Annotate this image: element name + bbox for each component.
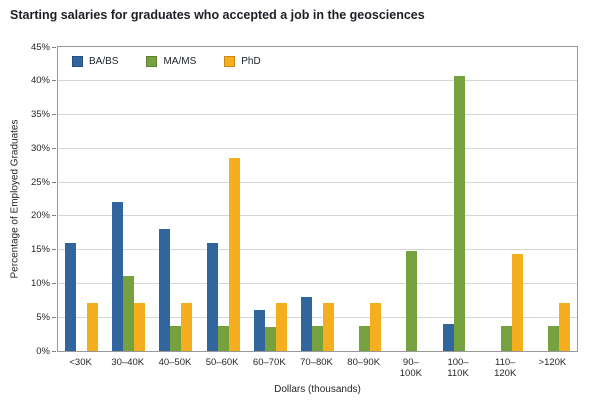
y-tick-label: 25% — [30, 176, 50, 188]
bar-phd-50-60k — [228, 157, 240, 351]
bar-phd-30-40k — [134, 303, 146, 351]
y-tick-mark — [52, 316, 56, 318]
legend-swatch-ba-bs — [72, 56, 83, 67]
x-tick-label: 60–70K — [252, 357, 286, 368]
gridline — [58, 181, 577, 183]
bar-phd-60-70k — [275, 303, 287, 351]
y-tick-label: 45% — [30, 41, 50, 53]
x-axis-title: Dollars (thousands) — [274, 384, 361, 395]
bar-ma-ms-80-90k — [359, 326, 371, 351]
legend-item: MA/MS — [146, 56, 196, 67]
bar-ma-ms-120k — [547, 326, 559, 351]
legend-swatch-ma-ms — [146, 56, 158, 67]
legend: BA/BS MA/MS PhD — [72, 56, 261, 67]
gridline — [58, 282, 577, 284]
gridline — [58, 114, 577, 116]
y-tick-mark — [52, 80, 56, 82]
y-tick-mark — [52, 249, 56, 251]
bar-phd-70-80k — [323, 303, 334, 351]
bar-ma-ms-100-110k — [453, 76, 465, 351]
chart-title: Starting salaries for graduates who acce… — [10, 8, 425, 22]
bar-ba-bs-50-60k — [206, 242, 218, 351]
gridline — [58, 249, 577, 251]
legend-item: PhD — [224, 56, 261, 67]
x-tick-label: <30K — [69, 357, 92, 368]
legend-label: PhD — [241, 56, 261, 67]
gridline — [58, 215, 577, 217]
x-tick-label: 50–60K — [205, 357, 239, 368]
legend-label: MA/MS — [163, 56, 197, 67]
bar-phd-30k — [87, 303, 99, 351]
bar-ma-ms-40-50k — [170, 326, 182, 351]
x-tick-label: 90– 100K — [399, 357, 422, 380]
y-tick-label: 20% — [30, 210, 50, 222]
bar-ma-ms-90-100k — [406, 251, 418, 351]
x-tick-label: 80–90K — [347, 357, 381, 368]
y-tick-label: 10% — [30, 277, 50, 289]
x-tick-label: 70–80K — [300, 357, 333, 368]
x-tick-label: 40–50K — [158, 357, 192, 368]
bar-ba-bs-100-110k — [442, 323, 454, 351]
gridline — [58, 147, 577, 149]
bar-ma-ms-60-70k — [264, 326, 276, 351]
bar-ma-ms-30-40k — [123, 276, 135, 351]
bar-ma-ms-110-120k — [500, 326, 512, 351]
bar-phd-80-90k — [370, 303, 382, 351]
gridline — [58, 80, 577, 82]
x-tick-label: 100– 110K — [447, 357, 469, 380]
y-tick-mark — [52, 114, 56, 116]
x-tick-label: >120K — [538, 357, 567, 368]
y-tick-label: 5% — [36, 311, 50, 323]
y-tick-mark — [52, 215, 56, 217]
bar-ma-ms-70-80k — [312, 326, 323, 351]
bar-ba-bs-70-80k — [301, 296, 312, 351]
y-tick-label: 35% — [30, 109, 50, 121]
y-tick-label: 0% — [36, 345, 50, 357]
legend-label: BA/BS — [89, 56, 119, 67]
y-tick-mark — [52, 147, 56, 149]
bar-ba-bs-30k — [65, 242, 77, 351]
bar-ma-ms-50-60k — [217, 326, 229, 351]
bar-ba-bs-30-40k — [112, 202, 124, 351]
x-tick-label: 30–40K — [111, 357, 145, 368]
y-tick-mark — [52, 181, 56, 183]
y-tick-label: 15% — [30, 244, 50, 256]
legend-item: BA/BS — [72, 56, 118, 67]
bar-ba-bs-60-70k — [253, 310, 265, 351]
bar-phd-110-120k — [511, 254, 523, 351]
bar-phd-120k — [558, 303, 570, 351]
gridline — [58, 316, 577, 318]
y-tick-mark — [52, 282, 56, 284]
y-axis-title: Percentage of Employed Graduates — [9, 119, 21, 279]
x-tick-label: 110– 120K — [494, 357, 517, 380]
legend-swatch-phd — [224, 56, 236, 67]
y-tick-label: 30% — [30, 142, 50, 154]
y-tick-mark — [52, 46, 56, 48]
bar-ba-bs-40-50k — [159, 229, 171, 351]
y-tick-mark — [52, 350, 56, 352]
plot-area: BA/BS MA/MS PhD — [57, 46, 578, 352]
y-tick-label: 40% — [30, 75, 50, 87]
bar-phd-40-50k — [181, 303, 193, 351]
